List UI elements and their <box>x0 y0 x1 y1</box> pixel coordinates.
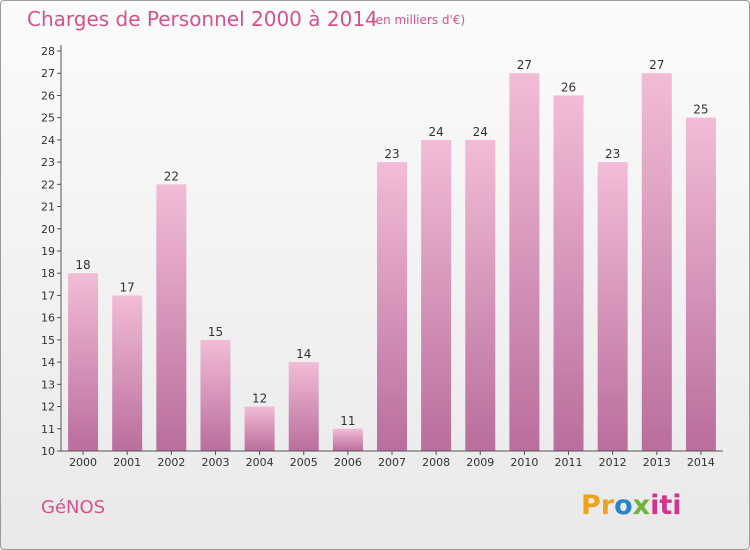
bar-2004 <box>244 406 275 451</box>
x-tick-label-2003: 2003 <box>201 456 229 469</box>
bar-2014 <box>685 117 716 452</box>
bar-2007 <box>377 162 407 451</box>
y-tick-label: 13 <box>41 378 55 391</box>
x-tick-label-2006: 2006 <box>334 456 362 469</box>
value-label-2001: 17 <box>120 280 135 294</box>
value-label-2002: 22 <box>164 169 179 183</box>
y-tick-label: 26 <box>41 89 55 102</box>
x-tick-label-2001: 2001 <box>113 456 141 469</box>
bars: 18 17 22 15 12 14 11 23 24 24 27 26 23 27 25 <box>68 58 716 452</box>
bar-2013 <box>641 73 672 451</box>
x-tick-label-2007: 2007 <box>378 456 406 469</box>
y-tick-label: 14 <box>41 356 55 369</box>
bar-2000 <box>68 273 99 451</box>
value-label-2014: 25 <box>693 103 708 117</box>
x-tick-label-2005: 2005 <box>290 456 318 469</box>
y-tick-label: 17 <box>41 289 55 302</box>
value-label-2000: 18 <box>75 258 90 272</box>
bar-2003 <box>200 339 231 451</box>
y-tick-label: 25 <box>41 112 55 125</box>
x-tick-label-2011: 2011 <box>555 456 583 469</box>
bar-2010 <box>509 73 540 451</box>
y-tick-label: 12 <box>41 401 55 414</box>
bar-2011 <box>553 95 584 451</box>
y-tick-label: 16 <box>41 312 55 325</box>
x-tick-label-2009: 2009 <box>466 456 494 469</box>
y-tick-label: 20 <box>41 223 55 236</box>
value-label-2006: 11 <box>340 414 355 428</box>
y-tick-label: 15 <box>41 334 55 347</box>
proxiti-logo: Proxiti <box>581 490 682 521</box>
x-tick-label-2012: 2012 <box>599 456 627 469</box>
x-tick-label-2013: 2013 <box>643 456 671 469</box>
value-label-2009: 24 <box>473 125 488 139</box>
x-tick-label-2000: 2000 <box>69 456 97 469</box>
value-label-2003: 15 <box>208 325 223 339</box>
y-tick-label: 27 <box>41 67 55 80</box>
value-label-2010: 27 <box>517 58 532 72</box>
y-tick-label: 11 <box>41 423 55 436</box>
chart-subtitle: (en milliers d'€) <box>371 13 466 27</box>
y-tick-label: 19 <box>41 245 55 258</box>
bar-2009 <box>465 139 496 451</box>
y-tick-label: 18 <box>41 267 55 280</box>
value-label-2011: 26 <box>561 80 576 94</box>
value-label-2004: 12 <box>252 392 267 406</box>
x-tick-label-2002: 2002 <box>157 456 185 469</box>
y-tick-label: 24 <box>41 134 55 147</box>
value-label-2007: 23 <box>384 147 399 161</box>
x-tick-label-2008: 2008 <box>422 456 450 469</box>
bar-2008 <box>421 139 452 451</box>
bar-2012 <box>597 162 628 451</box>
bar-2005 <box>288 362 319 451</box>
place-name: GéNOS <box>41 497 106 518</box>
x-tick-label-2010: 2010 <box>510 456 538 469</box>
bar-2001 <box>112 295 143 451</box>
chart-title: Charges de Personnel 2000 à 2014 <box>27 7 378 31</box>
value-label-2008: 24 <box>428 125 443 139</box>
value-label-2005: 14 <box>296 347 311 361</box>
y-axis: 10 11 12 13 14 15 16 17 18 19 20 21 22 23 24 25 26 27 28 <box>41 45 62 458</box>
y-tick-label: 22 <box>41 178 55 191</box>
bar-2002 <box>156 184 187 452</box>
x-tick-label-2004: 2004 <box>246 456 274 469</box>
x-tick-label-2014: 2014 <box>687 456 715 469</box>
x-axis: 2000 2001 2002 2003 2004 2005 2006 2007 2008 2009… <box>61 450 723 469</box>
y-tick-label: 21 <box>41 201 55 214</box>
bar-2006 <box>332 428 363 451</box>
value-label-2013: 27 <box>649 58 664 72</box>
y-tick-label: 28 <box>41 45 55 58</box>
y-tick-label: 10 <box>41 445 55 458</box>
value-label-2012: 23 <box>605 147 620 161</box>
y-tick-label: 23 <box>41 156 55 169</box>
